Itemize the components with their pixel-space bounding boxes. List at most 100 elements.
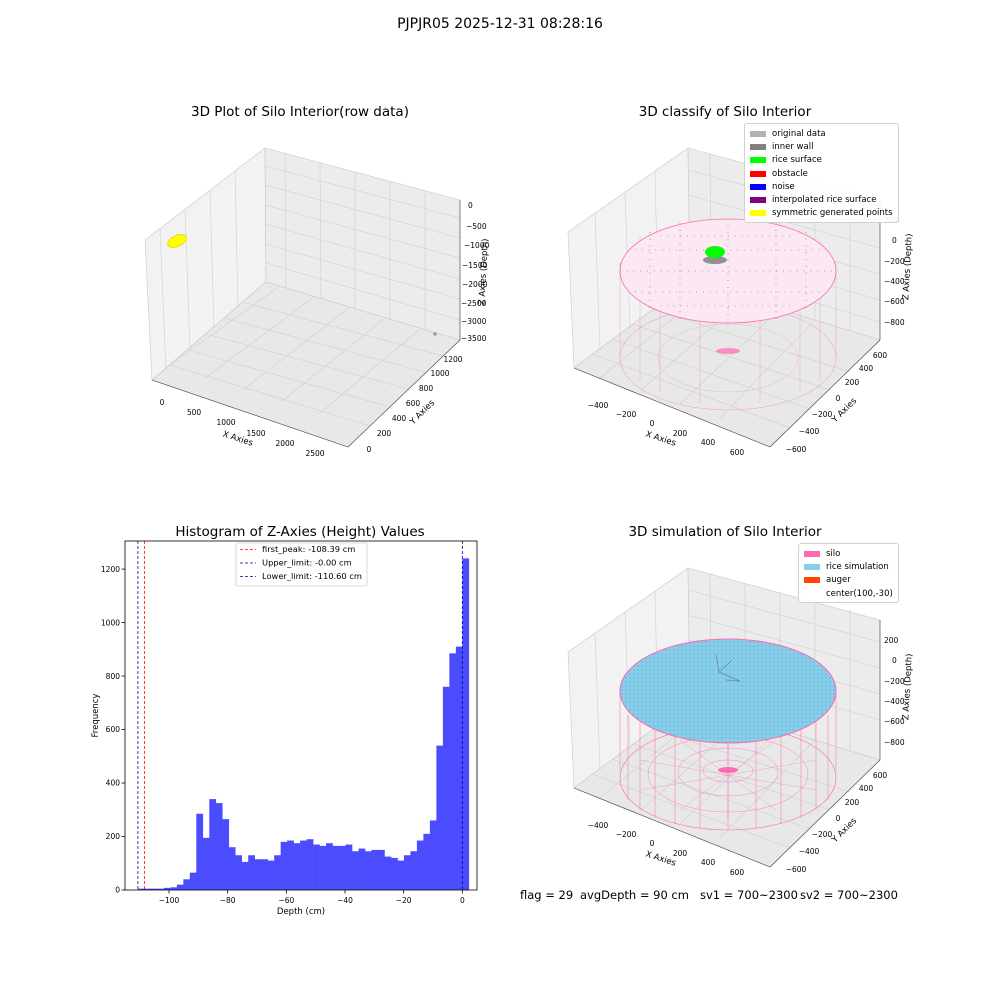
plot4-z-ticks: 200 0 −200 −400 −600 −800 (884, 636, 905, 747)
plot2-xtick: −200 (616, 410, 637, 419)
histogram-bar (397, 860, 405, 890)
legend-swatch (804, 577, 820, 584)
legend-item: inner wall (750, 140, 893, 153)
plot1-yellow-cluster (167, 234, 187, 248)
histogram-legend (235, 542, 368, 587)
histogram-xtick-label: −60 (278, 896, 294, 905)
plot4-title: 3D simulation of Silo Interior (628, 524, 822, 540)
legend-swatch (804, 550, 820, 557)
histogram-ytick-label: 0 (115, 886, 120, 895)
plot2-ytick: 200 (845, 378, 860, 387)
plot1-ytick: 0 (367, 445, 372, 454)
plot2-x-ticks: −400 −200 0 200 400 600 (588, 401, 745, 457)
histogram-bar (352, 851, 359, 890)
plot2-legend: original data inner wall rice surface ob… (744, 123, 899, 224)
histogram-bar (248, 855, 256, 890)
plot1-ztick: −2500 (461, 299, 487, 308)
plot2-xtick: −400 (588, 401, 609, 410)
histogram-bar (222, 819, 230, 890)
plot2-xtick: 600 (730, 448, 745, 457)
plot2-ztick: 0 (892, 236, 897, 245)
histogram-bar (326, 843, 333, 890)
histogram-bar (235, 855, 243, 890)
plot1-x-ticks: 0 500 1000 1500 2000 2500 (160, 398, 325, 458)
plot2-ytick: −400 (799, 427, 820, 436)
plot2-ytick: 0 (836, 394, 841, 403)
legend-swatch (750, 157, 766, 164)
histogram-bar (300, 840, 307, 890)
legend-swatch (750, 143, 766, 150)
plot1-ytick: 600 (406, 399, 421, 408)
legend-item: auger (804, 574, 893, 587)
plot4-ztick: 0 (892, 656, 897, 665)
plot1-ztick: −500 (466, 222, 487, 231)
plot2-xtick: 400 (701, 438, 716, 447)
legend-swatch (750, 130, 766, 137)
histogram-bar (163, 887, 171, 890)
legend-swatch (750, 170, 766, 177)
plot1-xtick: 2000 (275, 439, 294, 448)
plot4-rice-simulation-surface (619, 638, 837, 744)
histogram-bar (410, 851, 418, 890)
plot1-axes (144, 147, 461, 448)
legend-item: rice surface (750, 154, 893, 167)
plot2-ztick: −600 (884, 297, 905, 306)
legend-swatch (804, 563, 820, 570)
plot2-zlabel: Z Axies (Depth) (901, 233, 914, 300)
histogram-bar (228, 847, 236, 890)
plot4-ztick: −400 (884, 697, 905, 706)
legend-item: noise (750, 180, 893, 193)
histogram-bar (261, 859, 268, 890)
plot1-zlabel: Z Axies (Depth) (477, 238, 490, 305)
histogram-ytick-label: 1200 (101, 565, 120, 574)
status-flag: flag = 29 (520, 888, 574, 902)
plot2-z-ticks: 200 0 −200 −400 −600 −800 (884, 216, 905, 327)
plot1-ztick: 0 (468, 201, 473, 210)
plot1-ytick: 400 (392, 414, 407, 423)
plot1-ytick: 1000 (430, 369, 449, 378)
plot2-xtick: 0 (650, 419, 655, 428)
histogram-plot: −100 −80 −60 −40 −20 0 0 200 400 600 800 1000 1200 De… (91, 540, 478, 917)
plot4-auger-base (718, 767, 738, 773)
plot4-ytick: 0 (836, 814, 841, 823)
histogram-xtick-label: −80 (220, 896, 236, 905)
histogram-bar (384, 856, 392, 890)
histogram-bar (365, 851, 372, 890)
histogram-bar (137, 888, 145, 890)
histogram-bar (462, 558, 470, 890)
plot2-ylabel: Y Axies (829, 396, 859, 426)
histogram-bar (345, 844, 353, 890)
histogram-ytick-label: 800 (106, 672, 121, 681)
histogram-xtick-label: −20 (396, 896, 412, 905)
plot1-ztick: −1000 (464, 241, 490, 250)
plot4-ytick: −200 (812, 830, 833, 839)
histogram-bar (241, 861, 249, 890)
histogram-ytick-label: 200 (106, 832, 121, 841)
histogram-legend-label: Lower_limit: -110.60 cm (262, 571, 362, 581)
plot2-silo-cylinder (619, 218, 837, 411)
plot4-ztick: −800 (884, 738, 905, 747)
plot4-ztick: −200 (884, 677, 905, 686)
plot4-y-ticks: −600 −400 −200 0 200 400 600 (786, 771, 888, 874)
histogram-bar (423, 833, 431, 890)
histogram-bar (293, 843, 301, 890)
histogram-bar (332, 845, 340, 890)
legend-item: center(100,-30) (826, 588, 893, 599)
legend-swatch (750, 197, 766, 204)
plot1-outlier-point (433, 332, 437, 336)
status-sv2: sv2 = 700~2300 (800, 888, 898, 902)
histogram-bar (416, 840, 424, 890)
plot2-y-ticks: −600 −400 −200 0 200 400 600 (786, 351, 888, 454)
histogram-bar (449, 653, 457, 890)
histogram-bar (215, 803, 223, 890)
plot1-xtick: 0 (160, 398, 165, 407)
plot2-ztick: −200 (884, 257, 905, 266)
plot2-silo-bottom-inner (657, 323, 799, 393)
plot1-y-ticks: 0 200 400 600 800 1000 1200 (367, 355, 463, 454)
plot2-ytick: −600 (786, 445, 807, 454)
plot2-ztick: −800 (884, 318, 905, 327)
histogram-bar (267, 860, 275, 890)
plot4-xtick: 400 (701, 858, 716, 867)
legend-item: rice simulation (804, 560, 893, 573)
histogram-ytick-label: 600 (106, 725, 121, 734)
